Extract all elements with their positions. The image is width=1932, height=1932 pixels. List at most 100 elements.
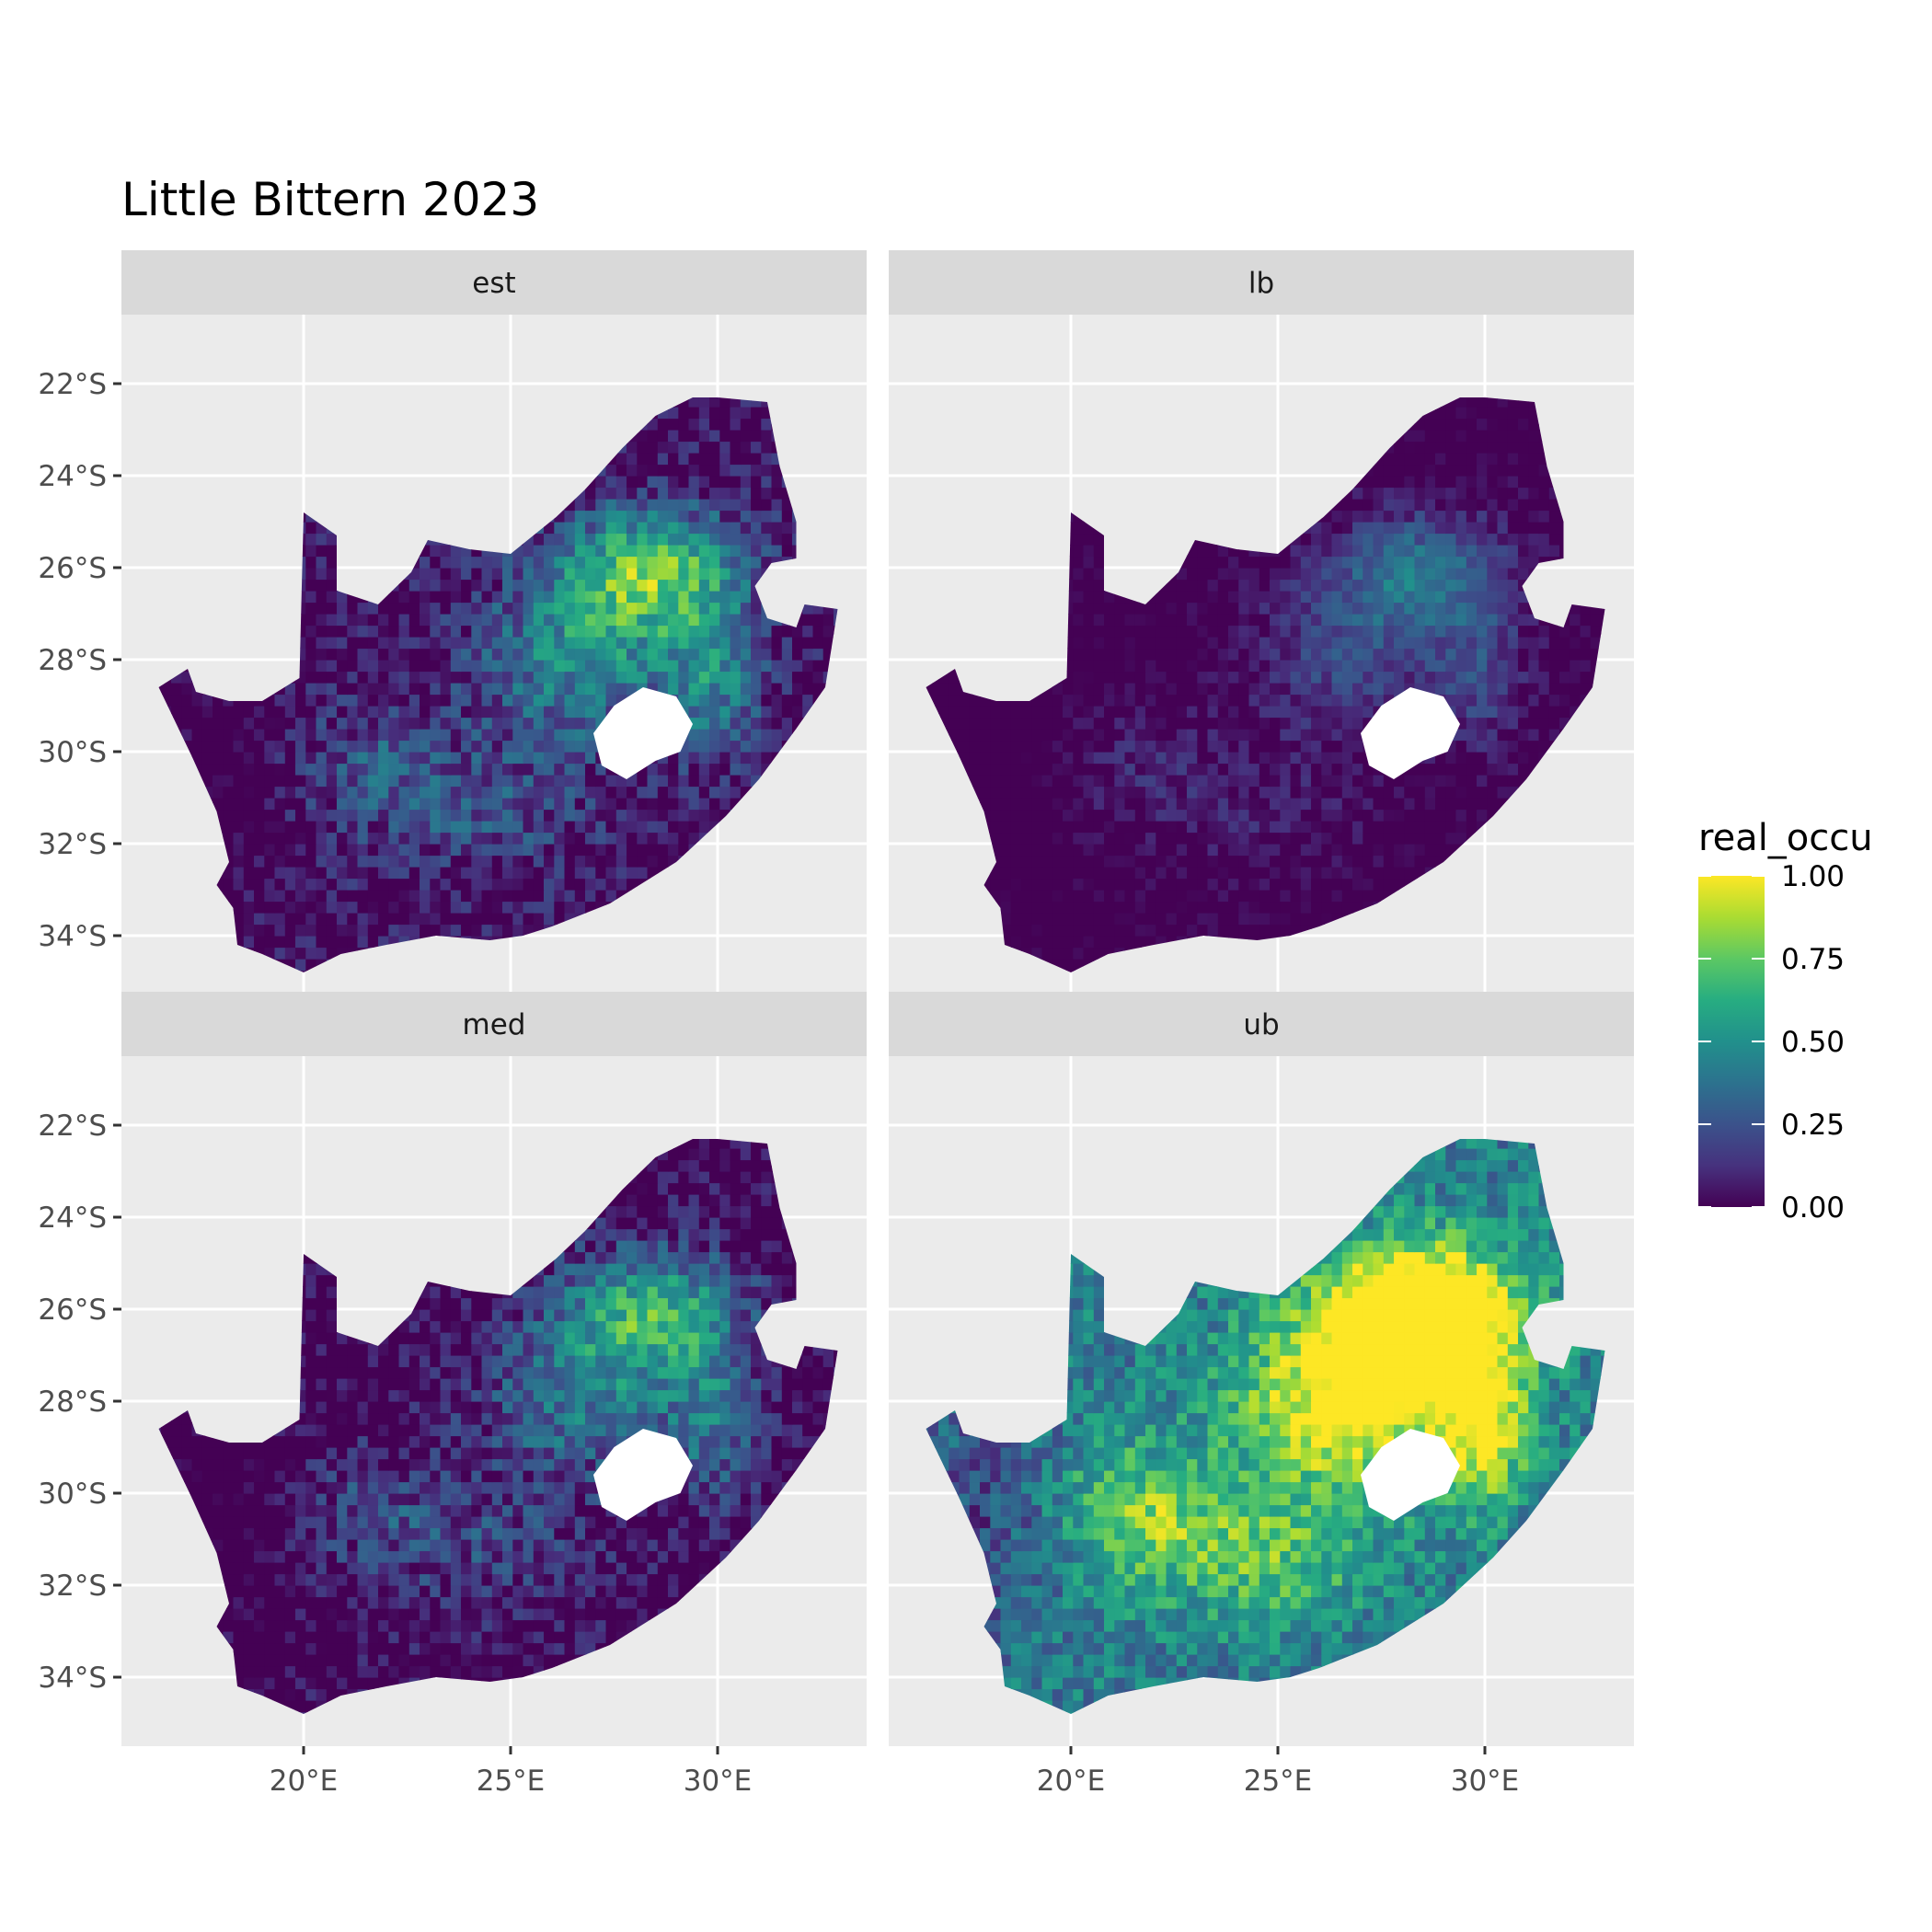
raster-cell [233, 786, 245, 799]
raster-cell [523, 545, 535, 558]
raster-cell [605, 499, 617, 512]
raster-cell [1063, 855, 1074, 868]
raster-cell [1021, 775, 1032, 788]
raster-cell [305, 890, 317, 903]
raster-cell [357, 890, 369, 903]
raster-cell [1010, 740, 1022, 753]
raster-cell [668, 476, 679, 489]
raster-cell [688, 510, 700, 523]
raster-cell [554, 683, 566, 696]
raster-cell [398, 648, 410, 661]
raster-cell [1114, 855, 1126, 868]
raster-cell [1145, 832, 1156, 845]
raster-cell [688, 522, 700, 535]
raster-cell [264, 786, 276, 799]
raster-cell [481, 637, 493, 650]
raster-cell [980, 798, 991, 811]
raster-cell [719, 510, 731, 523]
raster-cell [1300, 855, 1312, 868]
raster-cell [491, 591, 503, 604]
raster-cell [461, 832, 472, 845]
raster-cell [305, 786, 317, 799]
raster-cell [233, 901, 245, 914]
raster-cell [812, 683, 824, 696]
raster-cell [1000, 740, 1012, 753]
raster-cell [1166, 763, 1178, 776]
raster-cell [398, 717, 410, 730]
raster-cell [678, 487, 690, 500]
raster-cell [1238, 775, 1250, 788]
raster-cell [761, 464, 773, 477]
raster-cell [491, 660, 503, 673]
raster-cell [615, 809, 627, 822]
raster-cell [461, 798, 472, 811]
raster-cell [337, 729, 348, 742]
raster-cell [378, 706, 389, 719]
raster-cell [471, 913, 483, 926]
raster-cell [688, 533, 700, 546]
raster-cell [254, 717, 265, 730]
raster-cell [347, 671, 359, 684]
raster-cell [647, 660, 659, 673]
raster-cell [471, 614, 483, 627]
raster-cell [316, 683, 328, 696]
raster-cell [1031, 890, 1043, 903]
raster-cell [201, 740, 213, 753]
raster-cell [1156, 936, 1167, 949]
raster-cell [284, 855, 296, 868]
raster-cell [408, 568, 420, 581]
raster-cell [233, 809, 245, 822]
raster-cell [771, 453, 783, 466]
raster-cell [1404, 786, 1416, 799]
raster-cell [627, 809, 638, 822]
raster-cell [812, 602, 824, 615]
raster-cell [1000, 775, 1012, 788]
raster-cell [1394, 798, 1405, 811]
raster-cell [1031, 913, 1043, 926]
raster-cell [191, 717, 203, 730]
raster-cell [347, 890, 359, 903]
raster-cell [585, 694, 596, 707]
raster-cell [1145, 763, 1156, 776]
raster-cell [595, 878, 607, 891]
raster-cell [533, 924, 545, 937]
raster-cell [637, 832, 649, 845]
raster-cell [357, 752, 369, 765]
raster-cell [761, 740, 773, 753]
raster-cell [1270, 821, 1281, 834]
raster-cell [1321, 786, 1333, 799]
raster-cell [533, 706, 545, 719]
raster-cell [574, 775, 586, 788]
raster-cell [585, 660, 596, 673]
raster-cell [233, 775, 245, 788]
raster-cell [337, 775, 348, 788]
raster-cell [595, 579, 607, 592]
raster-cell [367, 855, 379, 868]
raster-cell [698, 397, 710, 408]
raster-cell [698, 648, 710, 661]
raster-cell [243, 936, 255, 949]
raster-cell [1176, 798, 1188, 811]
raster-cell [657, 453, 669, 466]
raster-cell [574, 878, 586, 891]
raster-cell [730, 625, 742, 638]
raster-cell [398, 614, 410, 627]
raster-cell [305, 855, 317, 868]
raster-cell [388, 706, 400, 719]
raster-cell [326, 786, 338, 799]
raster-cell [1145, 740, 1156, 753]
raster-cell [347, 602, 359, 615]
raster-cell [761, 522, 773, 535]
raster-cell [615, 579, 627, 592]
raster-cell [295, 901, 306, 914]
raster-cell [1259, 775, 1271, 788]
raster-cell [678, 545, 690, 558]
raster-cell [554, 556, 566, 569]
raster-cell [316, 579, 328, 592]
raster-cell [1300, 775, 1312, 788]
raster-cell [740, 729, 752, 742]
raster-cell [1507, 752, 1519, 765]
raster-cell [1176, 832, 1188, 845]
raster-cell [502, 614, 513, 627]
raster-cell [420, 763, 431, 776]
